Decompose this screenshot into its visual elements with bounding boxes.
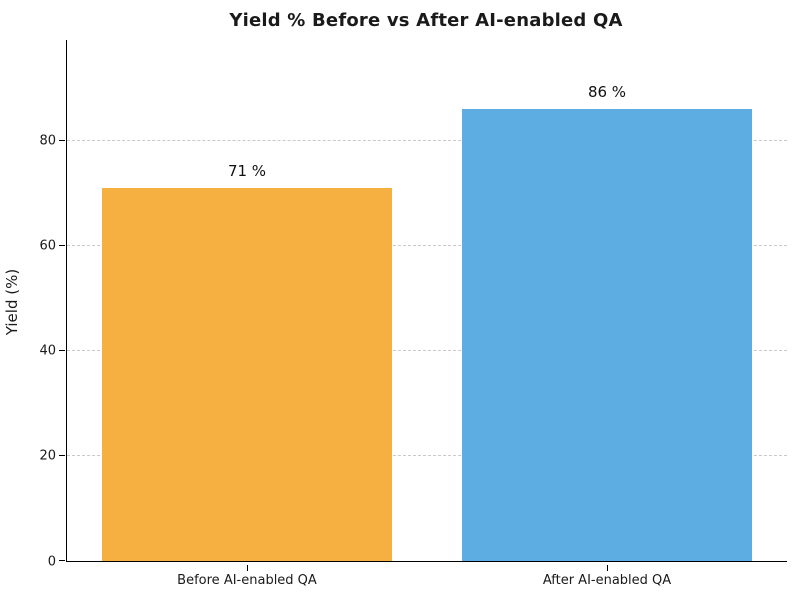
plot-area: 0 20 40 60 80 71 % Before AI-enabled QA 86 % Aft… (39, 40, 787, 588)
y-tick-label-80: 80 (39, 133, 56, 149)
y-tick-label-60: 60 (39, 238, 56, 254)
y-tick-mark-60 (59, 244, 66, 246)
y-tick-label-0: 0 (47, 554, 56, 569)
bar-value-label-1: 86 % (587, 83, 627, 102)
gridline-y-80 (67, 139, 787, 141)
x-tick-label-1: After AI-enabled QA (542, 573, 672, 588)
y-tick-mark-80 (59, 139, 66, 141)
chart-title: Yield % Before vs After AI-enabled QA (229, 10, 623, 31)
y-tick-label-40: 40 (39, 343, 56, 359)
bar-1 (461, 109, 753, 561)
y-tick-mark-0 (59, 560, 66, 561)
gridline-y-40 (67, 349, 787, 351)
gridline-y-60 (67, 244, 787, 246)
gridline-y-20 (67, 454, 787, 456)
y-tick-mark-20 (59, 454, 66, 456)
x-tick-mark-1 (607, 564, 608, 571)
x-tick-mark-0 (247, 564, 248, 571)
y-axis-label: Yield (%) (3, 268, 21, 336)
bar-0 (101, 188, 393, 561)
y-tick-mark-40 (59, 349, 66, 351)
y-tick-label-20: 20 (39, 448, 56, 464)
bar-value-label-0: 71 % (227, 162, 267, 181)
x-tick-label-0: Before AI-enabled QA (177, 573, 317, 588)
